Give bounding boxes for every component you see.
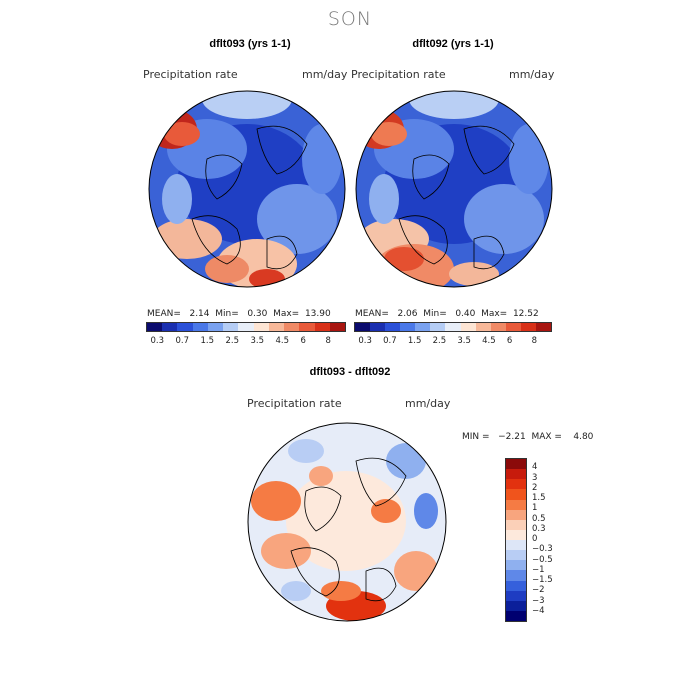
- diff-colorbar-swatch: [506, 459, 526, 470]
- panel-1-colorbar-swatch: [284, 323, 300, 331]
- panel-2-colorbar-tick-label: 8: [531, 336, 538, 346]
- diff-colorbar-tick-label: 3: [532, 472, 538, 483]
- panel-2-stats: MEAN= 2.06 Min= 0.40 Max= 12.52: [355, 309, 539, 319]
- panel-1-colorbar-swatch: [253, 323, 269, 331]
- panel-1-colorbar-tick-label: 3.5: [250, 336, 265, 346]
- panel-1-colorbar-tick-label: 4.5: [275, 336, 290, 346]
- panel-1-colorbar-tick-label: 1.5: [200, 336, 215, 346]
- diff-colorbar-swatch: [506, 600, 526, 611]
- panel-2-colorbar-swatch: [475, 323, 491, 331]
- panel-2-colorbar-swatch: [400, 323, 416, 331]
- diff-colorbar-tick-label: −0.5: [532, 554, 553, 565]
- panel-2-colorbar-swatch: [460, 323, 476, 331]
- panel-2-colorbar-swatch: [385, 323, 401, 331]
- panel-2-colorbar-swatch: [355, 323, 371, 331]
- diff-colorbar-swatch: [506, 479, 526, 490]
- season-title: SON: [327, 8, 373, 30]
- diff-colorbar-tick-label: −1: [532, 564, 545, 575]
- panel-2-colorbar-tick-label: 0.7: [383, 336, 397, 346]
- panel-2-colorbar-tick-label: 3.5: [457, 336, 471, 346]
- panel-1-variable: Precipitation rate: [143, 68, 238, 81]
- diff-colorbar-tick-label: −2: [532, 585, 545, 596]
- panel-1-map: [147, 89, 347, 289]
- panel-2-map: [354, 89, 554, 289]
- panel-2-colorbar-swatch: [415, 323, 431, 331]
- panel-1-colorbar-swatch: [314, 323, 330, 331]
- panel-1-units: mm/day: [302, 68, 348, 81]
- panel-2-title: dflt092 (yrs 1-1): [412, 38, 494, 50]
- diff-variable: Precipitation rate: [247, 397, 342, 410]
- diff-colorbar-tick-label: 2: [532, 482, 538, 493]
- diff-colorbar-tick-label: 1: [532, 503, 538, 514]
- panel-2-colorbar-swatch: [505, 323, 521, 331]
- diff-colorbar: [505, 458, 527, 622]
- panel-1-colorbar-swatch: [223, 323, 239, 331]
- panel-1-colorbar-swatch: [329, 323, 346, 331]
- panel-2-colorbar-swatch: [370, 323, 386, 331]
- diff-colorbar-tick-label: 0.5: [532, 513, 546, 524]
- diff-colorbar-tick-label: −3: [532, 595, 545, 606]
- panel-2-colorbar-ticks: 0.3 0.7 1.5 2.5 3.5 4.5 6 8: [354, 336, 552, 348]
- diff-colorbar-tick-label: −0.3: [532, 544, 553, 555]
- diff-colorbar-tick-label: −1.5: [532, 575, 553, 585]
- panel-1-colorbar-ticks: 0.3 0.7 1.5 2.5 3.5 4.5 6 8: [146, 336, 346, 348]
- diff-colorbar-swatch: [506, 519, 526, 530]
- panel-2-colorbar: [354, 322, 552, 332]
- panel-2-colorbar-tick-label: 4.5: [482, 336, 496, 346]
- panel-1-colorbar: [146, 322, 346, 332]
- diff-colorbar-swatch: [506, 540, 526, 551]
- diff-map: [246, 421, 448, 623]
- panel-2-colorbar-swatch: [445, 323, 461, 331]
- diff-stats: MIN = −2.21 MAX = 4.80: [462, 432, 594, 442]
- panel-2-variable: Precipitation rate: [351, 68, 446, 81]
- panel-1-colorbar-swatch: [162, 323, 178, 331]
- panel-2-units: mm/day: [509, 68, 555, 81]
- panel-2-colorbar-swatch: [520, 323, 536, 331]
- diff-colorbar-swatch: [506, 560, 526, 571]
- diff-colorbar-swatch: [506, 529, 526, 540]
- panel-1-colorbar-tick-label: 0.7: [175, 336, 190, 346]
- diff-title: dflt093 - dflt092: [309, 366, 391, 378]
- panel-1-colorbar-swatch: [147, 323, 163, 331]
- diff-colorbar-swatch: [506, 610, 526, 621]
- diff-colorbar-tick-label: 4: [532, 462, 538, 473]
- panel-1-colorbar-tick-label: 6: [300, 336, 306, 346]
- panel-1-stats: MEAN= 2.14 Min= 0.30 Max= 13.90: [147, 309, 331, 319]
- diff-colorbar-swatch: [506, 489, 526, 500]
- panel-1-colorbar-swatch: [207, 323, 224, 331]
- diff-units: mm/day: [405, 397, 451, 410]
- panel-1-title: dflt093 (yrs 1-1): [209, 38, 291, 50]
- panel-2-colorbar-swatch: [490, 323, 506, 331]
- diff-colorbar-swatch: [506, 550, 526, 561]
- diff-colorbar-tick-label: −4: [532, 605, 545, 616]
- panel-1-colorbar-swatch: [268, 323, 285, 331]
- panel-1-colorbar-swatch: [299, 323, 315, 331]
- panel-2-colorbar-tick-label: 0.3: [358, 336, 372, 346]
- panel-2-colorbar-tick-label: 1.5: [407, 336, 422, 346]
- panel-1-colorbar-swatch: [192, 323, 208, 331]
- diff-colorbar-ticks: 4 3 2 1.5 1 0.5 0.3 0 −0.3 −0.5 −1 −1.5 −2 −3 −4: [532, 458, 572, 622]
- panel-1-colorbar-swatch: [238, 323, 254, 331]
- panel-1-colorbar-tick-label: 2.5: [225, 336, 240, 346]
- diff-colorbar-swatch: [506, 590, 526, 601]
- panel-1-colorbar-tick-label: 0.3: [150, 336, 165, 346]
- panel-2-colorbar-tick-label: 6: [506, 336, 513, 346]
- diff-colorbar-tick-label: 0.3: [532, 523, 546, 534]
- panel-2-colorbar-tick-label: 2.5: [432, 336, 447, 346]
- diff-colorbar-swatch: [506, 580, 526, 591]
- diff-colorbar-swatch: [506, 499, 526, 510]
- panel-2-colorbar-swatch: [430, 323, 446, 331]
- diff-colorbar-swatch: [506, 469, 526, 480]
- diff-colorbar-swatch: [506, 509, 526, 520]
- diff-colorbar-swatch: [506, 570, 526, 581]
- panel-1-colorbar-swatch: [177, 323, 193, 331]
- diff-colorbar-tick-label: 0: [532, 534, 538, 544]
- diff-colorbar-tick-label: 1.5: [532, 493, 546, 503]
- panel-2-colorbar-swatch: [535, 323, 552, 331]
- panel-1-colorbar-tick-label: 8: [325, 336, 331, 346]
